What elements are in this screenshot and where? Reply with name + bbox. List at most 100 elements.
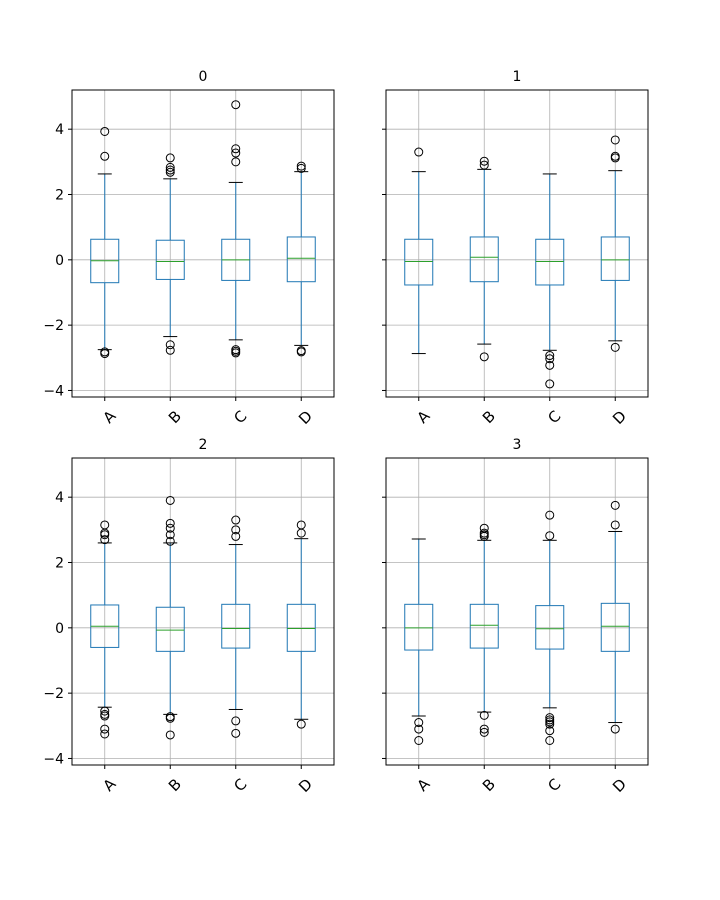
outlier-point (545, 736, 555, 746)
outlier-point (231, 531, 241, 541)
outlier-point (165, 713, 175, 723)
box-C (535, 173, 565, 389)
box-D (286, 161, 316, 357)
outlier-point (231, 728, 241, 738)
x-tick-label: C (230, 407, 250, 427)
subplot-title: 0 (199, 69, 208, 85)
subplot-title: 1 (513, 69, 522, 85)
outlier-point (545, 531, 555, 541)
box-iqr (535, 238, 565, 286)
outlier-point (296, 347, 306, 357)
y-tick-label: 4 (55, 490, 64, 506)
y-tick-label: 0 (55, 621, 64, 637)
box-D (600, 500, 630, 734)
outlier-point (165, 495, 175, 505)
outlier-point (479, 352, 489, 362)
outlier-point (100, 724, 110, 734)
box-iqr (469, 236, 499, 283)
box-B (155, 495, 185, 740)
y-tick-label: −4 (43, 383, 64, 399)
x-tick-label: D (609, 775, 630, 796)
outlier-point (231, 100, 241, 110)
axes-frame (71, 89, 335, 398)
box-C (221, 100, 251, 358)
outlier-point (545, 713, 555, 723)
outlier-point (165, 530, 175, 540)
outlier-point (414, 718, 424, 728)
outlier-point (100, 349, 110, 359)
outlier-point (610, 135, 620, 145)
axes-frame (385, 89, 649, 398)
y-tick-label: −4 (43, 751, 64, 767)
x-tick-label: B (165, 407, 185, 427)
outlier-point (100, 729, 110, 739)
box-B (469, 156, 499, 362)
outlier-point (165, 340, 175, 350)
outlier-point (165, 518, 175, 528)
x-tick-label: A (414, 407, 435, 428)
outlier-point (231, 716, 241, 726)
outlier-point (545, 354, 555, 364)
outlier-point (610, 153, 620, 163)
outlier-point (100, 535, 110, 545)
y-tick-label: −2 (43, 318, 64, 334)
subplot-1: A B C D 1 (382, 69, 649, 428)
x-tick-label: B (479, 775, 499, 795)
outlier-point (296, 528, 306, 538)
outlier-point (610, 500, 620, 510)
subplot-2: −4 −2 0 2 4 A B C D 2 (43, 437, 335, 796)
outlier-point (545, 717, 555, 727)
y-tick-label: 0 (55, 253, 64, 269)
box-A (404, 538, 434, 746)
box-C (221, 515, 251, 738)
outlier-point (414, 147, 424, 157)
box-D (286, 520, 316, 729)
y-tick-label: 2 (55, 556, 64, 572)
outlier-point (296, 161, 306, 171)
axes-frame (385, 457, 649, 766)
outlier-point (231, 525, 241, 535)
y-tick-label: 2 (55, 188, 64, 204)
x-tick-label: A (100, 775, 121, 796)
box-A (404, 147, 434, 355)
box-iqr (155, 606, 185, 652)
box-iqr (155, 239, 185, 280)
box-iqr (221, 603, 251, 649)
outlier-point (479, 156, 489, 166)
outlier-point (165, 345, 175, 355)
outlier-point (545, 379, 555, 389)
box-iqr (600, 236, 630, 281)
box-iqr (600, 602, 630, 652)
box-iqr (535, 605, 565, 650)
x-tick-label: A (414, 775, 435, 796)
x-tick-label: A (100, 407, 121, 428)
outlier-point (231, 515, 241, 525)
x-tick-label: D (295, 775, 316, 796)
outlier-point (231, 148, 241, 158)
box-iqr (286, 236, 316, 283)
outlier-point (100, 706, 110, 716)
box-iqr (286, 603, 316, 652)
box-iqr (469, 603, 499, 649)
outlier-point (610, 724, 620, 734)
outlier-point (100, 151, 110, 161)
box-A (90, 520, 120, 739)
y-tick-label: 4 (55, 122, 64, 138)
outlier-point (610, 342, 620, 352)
x-tick-label: B (165, 775, 185, 795)
outlier-point (165, 167, 175, 177)
outlier-point (479, 727, 489, 737)
outlier-point (100, 126, 110, 136)
y-tick-label: −2 (43, 686, 64, 702)
outlier-point (610, 520, 620, 530)
box-B (469, 523, 499, 737)
box-C (535, 510, 565, 746)
outlier-point (479, 710, 489, 720)
subplot-title: 3 (513, 437, 522, 453)
outlier-point (100, 711, 110, 721)
outlier-point (165, 730, 175, 740)
outlier-point (296, 163, 306, 173)
x-tick-label: B (479, 407, 499, 427)
outlier-point (545, 719, 555, 729)
